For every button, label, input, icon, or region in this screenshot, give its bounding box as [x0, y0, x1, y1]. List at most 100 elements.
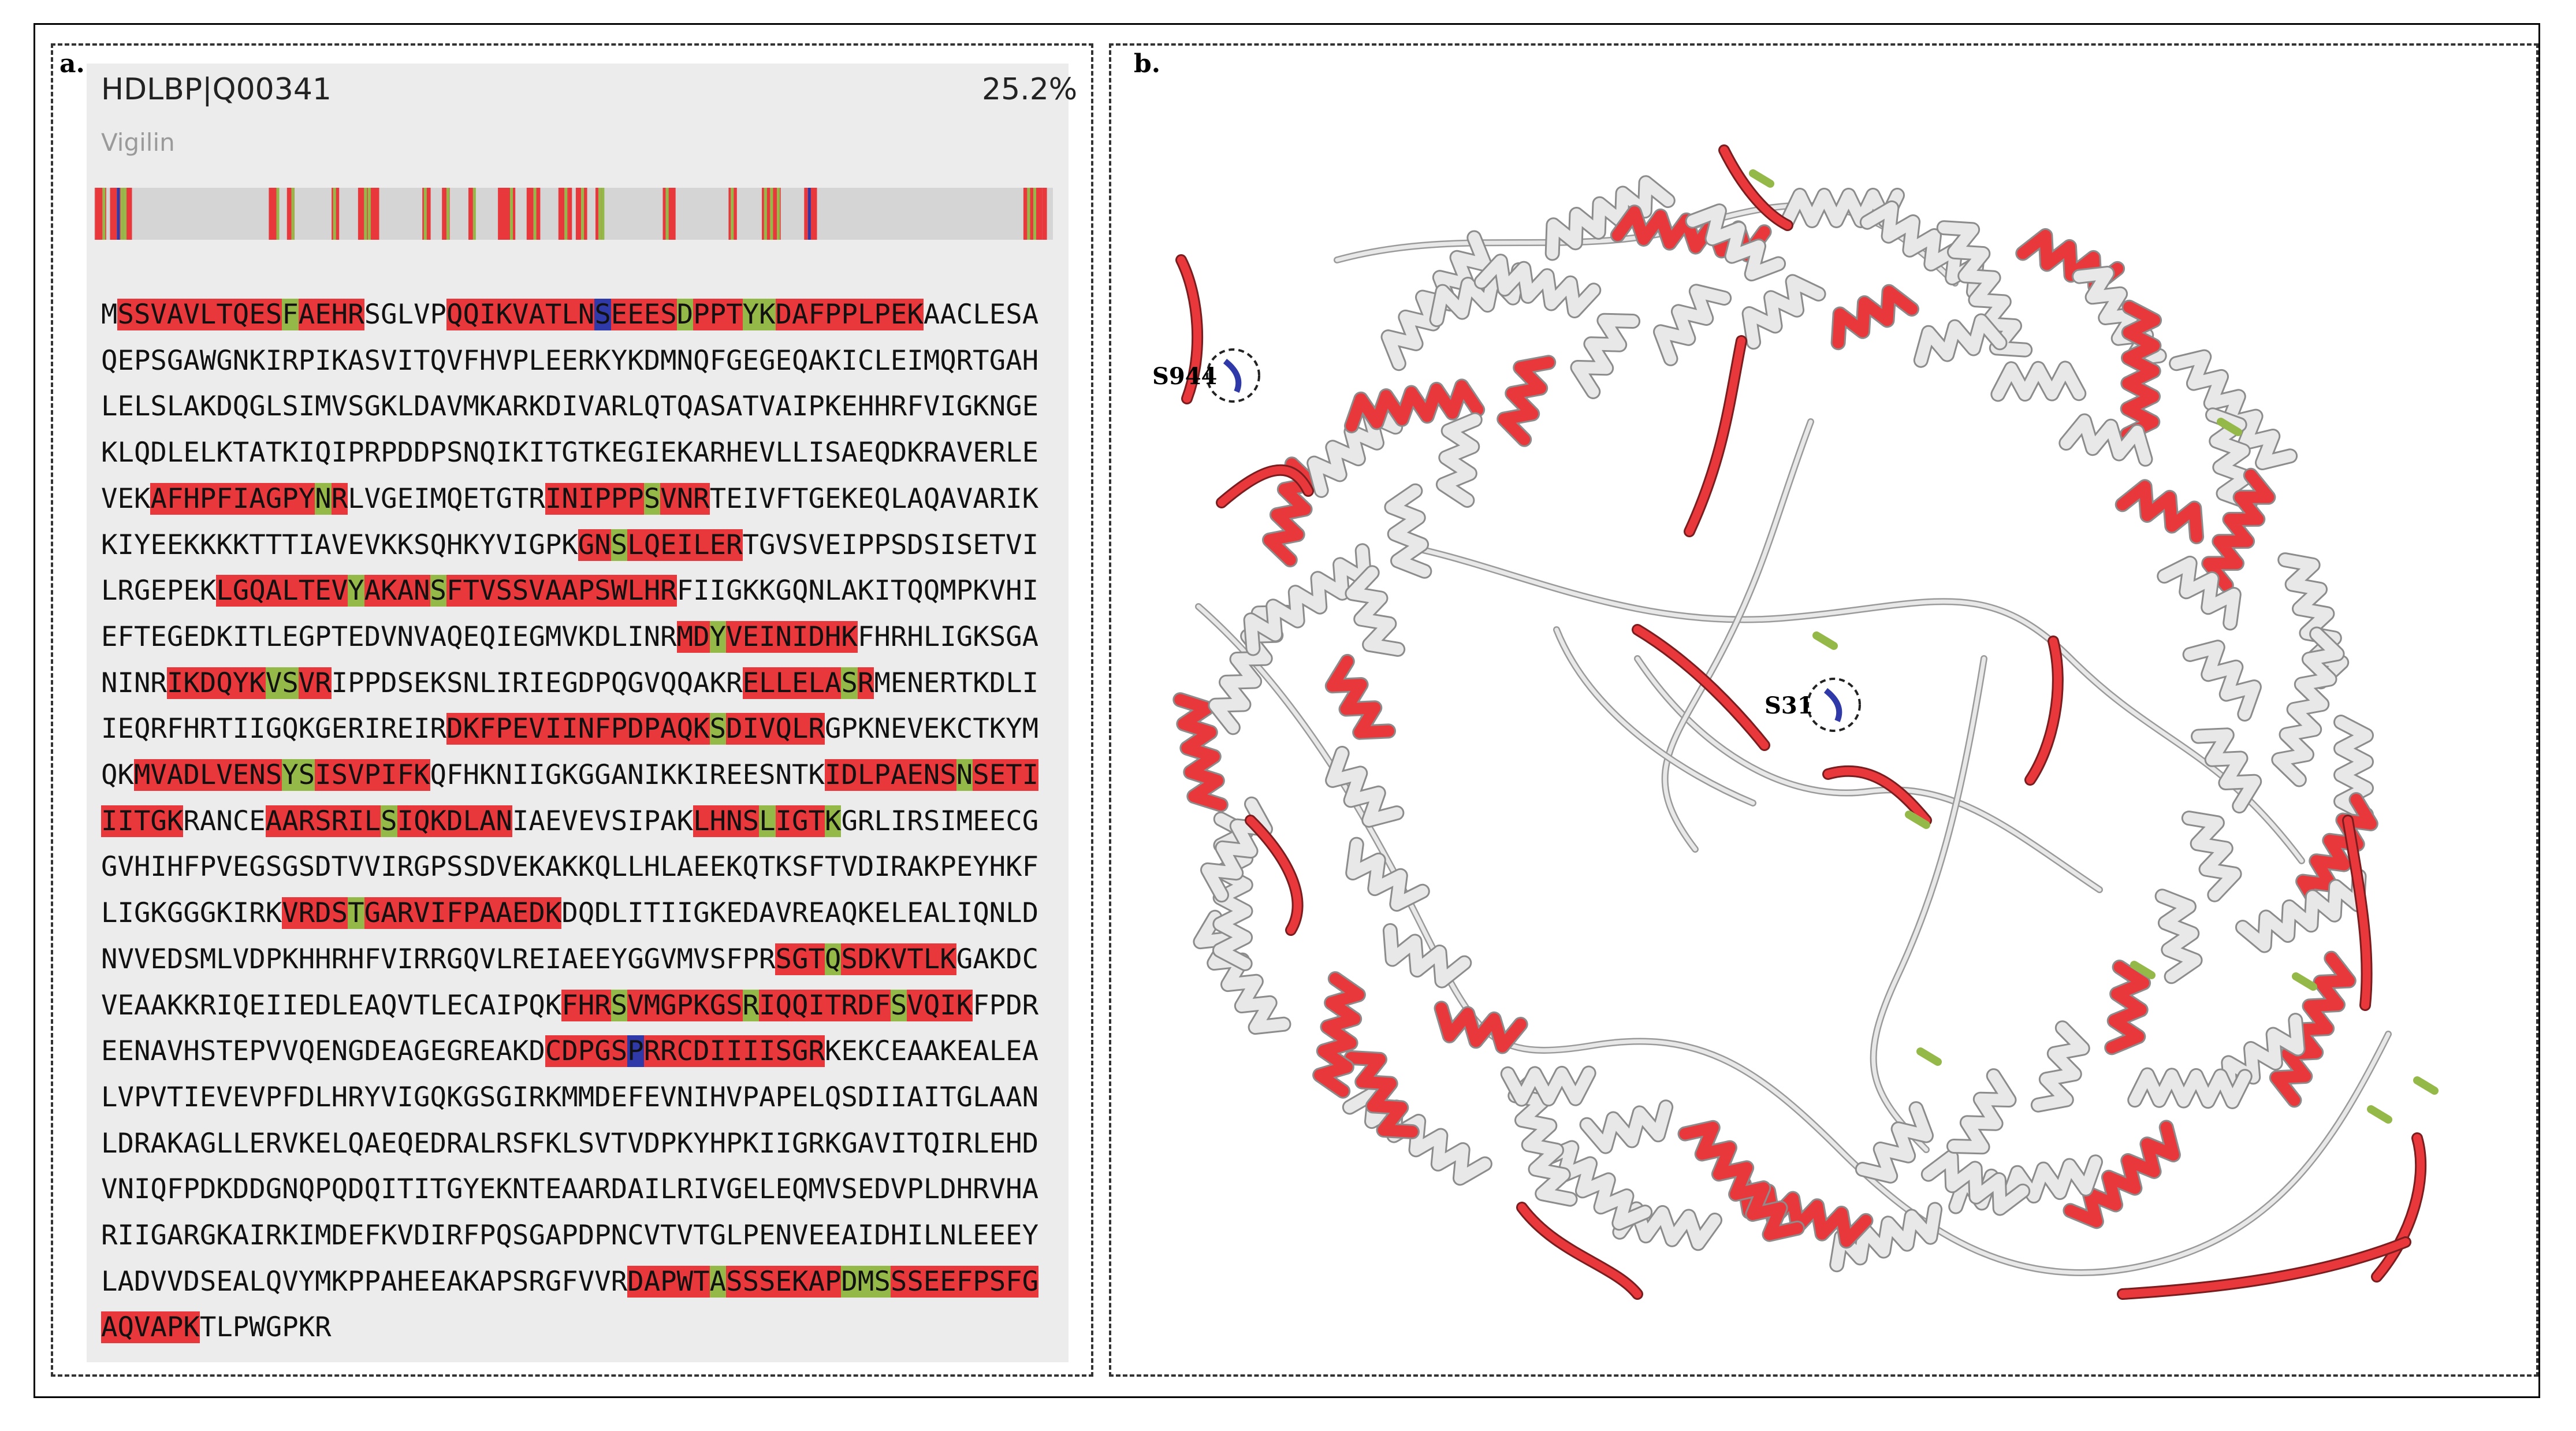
red-helix	[2297, 794, 2377, 912]
white-helix	[1346, 567, 1404, 655]
coil-loop	[1635, 656, 2102, 892]
coverage-segment	[124, 188, 127, 240]
red-strand	[1824, 767, 1930, 824]
white-helix	[1938, 222, 2031, 356]
peptide-highlight: CDPGS	[545, 1035, 628, 1068]
peptide-highlight: SETI	[973, 759, 1039, 791]
sequence-line: AQVAPKTLPWGPKR	[101, 1311, 332, 1344]
phosphosite-highlight: Y	[709, 620, 727, 653]
red-strand	[1720, 146, 1792, 229]
white-helix	[2236, 870, 2365, 951]
coverage-segment	[807, 188, 811, 240]
red-strand	[1218, 466, 1312, 507]
peptide-highlight: PPT	[693, 299, 743, 330]
target-site-highlight: S	[594, 299, 611, 330]
red-helix	[2203, 469, 2275, 592]
coverage-segment	[498, 188, 510, 240]
white-helix	[1245, 545, 1371, 655]
coverage-segment	[102, 188, 106, 240]
coverage-bar	[94, 188, 1053, 240]
coverage-segment	[446, 188, 450, 240]
white-helix	[2032, 1022, 2089, 1111]
sequence-line: VEAAKKRIQEIIEDLEAQVTLECAIPQKFHRSVMGPKGSR…	[101, 989, 1039, 1021]
coverage-segment	[731, 188, 734, 240]
modified-site-ribbon	[1823, 688, 1842, 722]
sequence-line: IEQRFHRTIIGQKGERIREIRDKFPEVIINFPDPAQKSDI…	[101, 713, 1039, 745]
peptide-highlight: QQIKVATLN	[446, 299, 595, 330]
white-helix	[2192, 729, 2261, 812]
peptide-highlight: R	[331, 482, 348, 515]
white-helix	[1948, 1070, 2015, 1153]
coverage-percent: 25.2%	[982, 72, 1078, 107]
white-helix	[2223, 1014, 2304, 1097]
peptide-highlight: IKDQYK	[166, 667, 266, 699]
coverage-segment	[120, 188, 124, 240]
peptide-highlight: SDKVTLK	[841, 943, 956, 975]
white-helix	[1831, 1203, 1941, 1271]
phosphosite-highlight: Q	[824, 943, 842, 975]
phosphosite-highlight: A	[709, 1265, 727, 1298]
phosphosite-highlight: L	[759, 805, 776, 837]
sequence-line: GVHIHFPVEGSGSDTVVIRGPSSDVEKAKKQLLHLAEEKQ…	[101, 851, 1039, 883]
phosphosite-highlight: S	[430, 575, 447, 607]
target-site-highlight: P	[627, 1035, 644, 1068]
sequence-line: VNIQFPDKDDGNQPQDQITITGYEKNTEAARDAILRIVGE…	[101, 1173, 1039, 1206]
white-helix	[1687, 205, 1785, 280]
phosphosite-highlight: S	[643, 482, 661, 515]
coverage-segment	[367, 188, 371, 240]
white-helix	[1502, 1067, 1595, 1105]
peptide-highlight: IQQITRDF	[759, 989, 891, 1021]
coverage-segment	[1035, 188, 1043, 240]
peptide-highlight: LGQALTEV	[216, 575, 348, 607]
figure-frame	[33, 23, 2540, 1398]
coverage-segment	[731, 188, 737, 240]
coil-loop	[1196, 604, 2391, 1275]
phosphosite-highlight: S	[611, 989, 628, 1021]
phosphosite-highlight: D	[676, 299, 694, 330]
peptide-highlight: AKAN	[364, 575, 430, 607]
coverage-segment	[770, 188, 773, 240]
white-helix	[1856, 1103, 1932, 1182]
coverage-segment	[125, 188, 132, 240]
green-site-segment	[2292, 972, 2317, 991]
peptide-highlight: SSSEKAP	[726, 1265, 842, 1298]
white-helix	[1546, 177, 1674, 259]
peptide-highlight: MD	[676, 620, 710, 653]
phosphosite-highlight: K	[824, 805, 842, 837]
red-helix	[1345, 1051, 1418, 1138]
peptide-highlight: IQKDLAN	[397, 805, 512, 837]
red-helix	[1832, 285, 1918, 349]
coverage-segment	[581, 188, 585, 240]
white-helix	[1655, 285, 1730, 365]
peptide-highlight: AQVAPK	[101, 1311, 200, 1344]
peptide-highlight: LHNS	[693, 805, 760, 837]
coverage-segment	[1023, 188, 1028, 240]
peptide-highlight: AEHR	[298, 299, 364, 330]
modified-site-ribbon	[1223, 359, 1242, 393]
white-helix	[1922, 1151, 2029, 1214]
peptide-highlight: SSEEFPSFG	[890, 1265, 1039, 1298]
peptide-highlight: R	[857, 667, 874, 699]
sequence-line: LADVVDSEALQVYMKPPAHEEAKAPSRGFVVRDAPWTASS…	[101, 1265, 1039, 1298]
phosphosite-highlight: Y	[348, 575, 364, 607]
peptide-highlight: AFHPFIAGPY	[150, 482, 315, 515]
white-helix	[1384, 924, 1471, 987]
red-helix	[1314, 973, 1364, 1097]
coverage-segment	[333, 188, 336, 240]
red-strand	[1633, 626, 1769, 749]
phosphosite-highlight: T	[348, 897, 364, 930]
white-helix	[2171, 351, 2296, 469]
red-strand	[2344, 816, 2371, 1009]
coverage-segment	[291, 188, 295, 240]
sequence-line: QKMVADLVENSYSISVPIFKQFHKNIIGKGGANIKKIREE…	[101, 759, 1039, 791]
sequence-line: NVVEDSMLVDPKHHRHFVIRRGQVLREIAEEYGGVMVSFP…	[101, 943, 1039, 975]
red-helix	[2270, 952, 2355, 1106]
sequence-line: LVPVTIEVEVPFDLHRYVIGQKGSGIRKMMDEFEVNIHVP…	[101, 1081, 1039, 1113]
coverage-segment	[665, 188, 669, 240]
coverage-segment	[765, 188, 770, 240]
coverage-segment	[368, 188, 379, 240]
sequence-line: IITGKRANCEAARSRILSIQKDLANIAEVEVSIPAKLHNS…	[101, 805, 1039, 837]
white-helix	[1386, 485, 1431, 577]
coverage-segment	[533, 188, 537, 240]
coverage-segment	[358, 188, 364, 240]
